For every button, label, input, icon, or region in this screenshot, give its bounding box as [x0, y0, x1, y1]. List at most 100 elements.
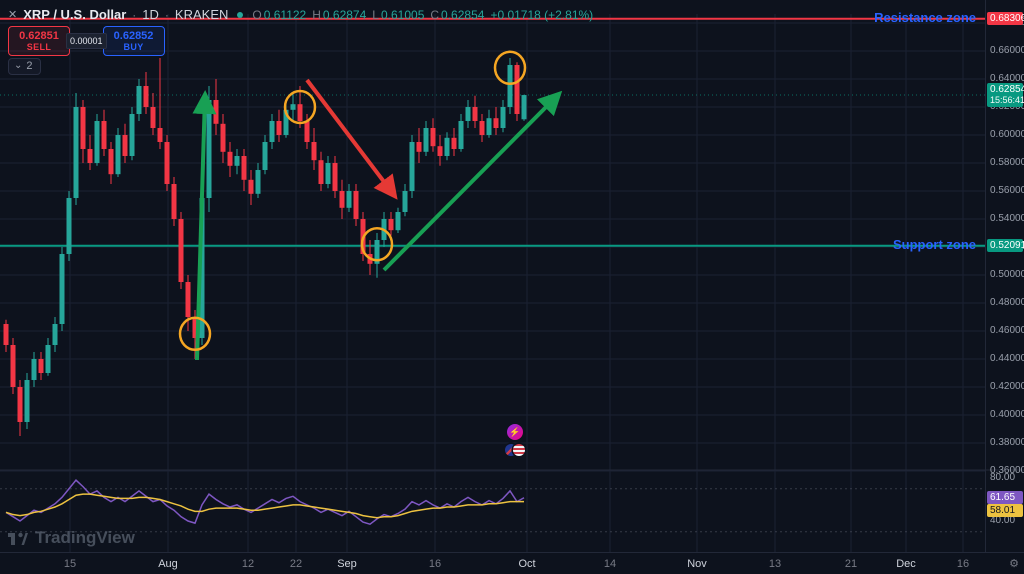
highlight-circle[interactable] [178, 316, 212, 352]
candle [430, 128, 436, 147]
flag-icons[interactable] [505, 444, 525, 456]
candle [157, 128, 163, 142]
symbol-title[interactable]: XRP / U.S. Dollar [23, 7, 127, 22]
sell-label: SELL [26, 42, 52, 53]
price-tick: 80.00 [990, 472, 1016, 483]
buy-sell-widget: 0.62851 SELL 0.00001 0.62852 BUY [8, 26, 165, 56]
trend-arrow[interactable] [305, 78, 398, 200]
candle [521, 95, 527, 120]
candle [262, 142, 268, 170]
candle [241, 156, 247, 180]
candle [206, 100, 212, 198]
chevron-down-icon: ⌄ [14, 60, 23, 71]
spread-value: 0.00001 [66, 33, 107, 49]
highlight-circle[interactable] [493, 50, 527, 86]
candle [416, 142, 422, 152]
candle [87, 149, 93, 163]
change-value: +0.01718 (+2.81%) [490, 7, 594, 22]
price-tick: 0.66000 [990, 45, 1024, 56]
candle [304, 121, 310, 142]
price-tick: 40.00 [990, 515, 1016, 526]
time-axis[interactable]: 15 Aug 12 22 Sep 16 Oct 14 Nov 13 21 Dec 16 [0, 552, 1024, 574]
candle [276, 121, 282, 135]
candle [388, 219, 394, 231]
candle [297, 104, 303, 121]
candle [248, 179, 254, 194]
candle [409, 142, 415, 191]
open-value: 0.61122 [263, 7, 307, 22]
settings-icon[interactable]: ⚙ [1009, 558, 1019, 570]
candle [178, 219, 184, 282]
open-label: O [252, 7, 262, 22]
buy-price: 0.62852 [113, 29, 154, 42]
price-tick: 0.54000 [990, 213, 1024, 224]
time-tick: Sep [337, 558, 357, 570]
candle [108, 149, 114, 175]
time-tick: 13 [768, 558, 782, 570]
time-tick: Dec [896, 558, 916, 570]
buy-button[interactable]: 0.62852 BUY [102, 26, 165, 56]
candle [290, 104, 296, 110]
candle [94, 121, 100, 163]
candle [269, 121, 275, 142]
candle [465, 107, 471, 121]
time-tick: 16 [956, 558, 970, 570]
time-tick: 22 [289, 558, 303, 570]
highlight-circle[interactable] [283, 89, 317, 125]
candle [101, 121, 107, 149]
candle [45, 345, 51, 373]
resistance-zone-label[interactable]: Resistance zone [874, 9, 976, 25]
close-icon[interactable]: ✕ [8, 9, 18, 21]
trend-arrow[interactable] [192, 90, 217, 361]
close-label: C [430, 7, 440, 22]
candle [318, 160, 324, 184]
candle [514, 65, 520, 114]
exchange-label[interactable]: KRAKEN [174, 7, 229, 22]
indicators-collapse-toggle[interactable]: ⌄ 2 [8, 58, 41, 75]
separator: · [164, 7, 169, 22]
candle [122, 135, 128, 156]
rsi-ma-value-badge: 58.01 [987, 503, 1023, 517]
low-label: L [372, 7, 379, 22]
candle [507, 65, 513, 107]
support-zone-label[interactable]: Support zone [892, 236, 976, 252]
candle [255, 170, 261, 194]
candle [234, 156, 240, 166]
sell-price: 0.62851 [19, 29, 59, 42]
candle [73, 107, 79, 198]
candle [332, 163, 338, 191]
separator: · [132, 7, 137, 22]
low-value: 0.61005 [380, 7, 425, 22]
candle [227, 151, 233, 166]
price-axis[interactable]: 0.680000.660000.640000.620000.600000.580… [985, 0, 1024, 552]
candle [353, 191, 359, 219]
time-tick: 15 [63, 558, 77, 570]
candle [339, 191, 345, 208]
high-value: 0.62874 [322, 7, 367, 22]
tradingview-watermark[interactable]: TradingView [8, 528, 135, 548]
candle [192, 317, 198, 338]
highlight-circle[interactable] [360, 226, 394, 262]
candle [486, 118, 492, 135]
price-tick: 0.48000 [990, 297, 1024, 308]
candle [3, 324, 9, 345]
trend-arrow[interactable] [382, 90, 563, 272]
high-label: H [312, 7, 321, 22]
time-tick: Nov [687, 558, 707, 570]
tradingview-logo [8, 532, 28, 545]
candle [136, 86, 142, 114]
candle [129, 114, 135, 156]
sell-button[interactable]: 0.62851 SELL [8, 26, 70, 56]
candle [458, 121, 464, 149]
price-tick: 0.44000 [990, 353, 1024, 364]
chart-event-icons: ⚡ [505, 424, 525, 456]
flag-icon-2[interactable] [513, 444, 525, 456]
interval-label[interactable]: 1D [142, 7, 159, 22]
price-tick: 0.56000 [990, 185, 1024, 196]
lightning-icon[interactable]: ⚡ [507, 424, 523, 440]
candle [143, 86, 149, 107]
rsi-ma-line [5, 493, 525, 519]
candle [171, 184, 177, 219]
